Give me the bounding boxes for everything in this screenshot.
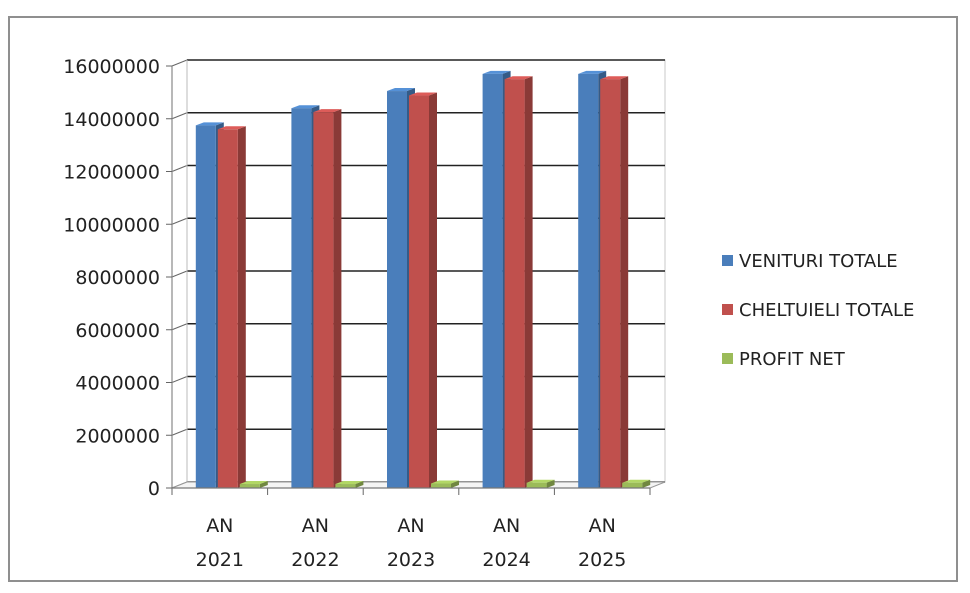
legend-swatch xyxy=(722,353,733,364)
bar xyxy=(600,79,621,488)
bar xyxy=(313,112,334,488)
bar xyxy=(387,91,407,489)
bar-side xyxy=(429,92,437,488)
bar-top xyxy=(239,481,268,485)
bar-top xyxy=(600,76,629,80)
legend-label: VENITURI TOTALE xyxy=(739,251,898,272)
bar xyxy=(409,95,429,488)
bar-top xyxy=(431,480,459,484)
gridline-side xyxy=(171,59,188,67)
bar-top xyxy=(409,92,437,96)
gridline-side xyxy=(171,217,188,225)
bar-top xyxy=(622,479,651,483)
x-tick-label: AN xyxy=(302,515,329,537)
gridline-side xyxy=(171,165,188,172)
legend-label: CHELTUIELI TOTALE xyxy=(739,300,914,321)
bar-top xyxy=(526,479,555,483)
legend-swatch xyxy=(722,304,733,315)
bar xyxy=(482,73,503,488)
y-tick-label: 4000000 xyxy=(75,373,160,395)
legend-label: PROFIT NET xyxy=(739,349,846,370)
x-tick-label: 2024 xyxy=(482,549,530,571)
bar-top xyxy=(217,126,246,130)
x-tick-label: 2022 xyxy=(291,549,339,571)
legend-swatch xyxy=(722,255,733,266)
x-tick-label: AN xyxy=(493,515,520,537)
gridline-side xyxy=(171,270,188,278)
gridline-side xyxy=(171,112,188,120)
y-tick-label: 16000000 xyxy=(63,56,160,78)
bar xyxy=(291,108,312,488)
x-tick-label: 2023 xyxy=(387,549,435,571)
bar-top xyxy=(195,122,224,126)
y-tick-label: 0 xyxy=(148,478,160,500)
gridline-side xyxy=(171,376,188,383)
bar-top xyxy=(313,109,342,113)
bar-top xyxy=(335,481,364,485)
bar-side xyxy=(237,126,246,489)
y-tick-label: 2000000 xyxy=(75,425,160,447)
bar-side xyxy=(524,76,533,488)
y-tick-label: 6000000 xyxy=(75,320,160,342)
bar-top xyxy=(387,88,415,92)
bar xyxy=(195,125,216,488)
y-tick-label: 10000000 xyxy=(63,214,160,236)
bar-side xyxy=(451,480,459,488)
bar-top xyxy=(504,76,533,80)
x-tick-label: AN xyxy=(589,515,616,537)
bar-side xyxy=(333,109,342,488)
bar xyxy=(578,73,599,488)
bar xyxy=(622,482,643,488)
bar xyxy=(504,79,525,488)
x-tick-label: 2021 xyxy=(196,549,244,571)
bar-top xyxy=(291,105,320,109)
bar xyxy=(431,483,451,488)
bar xyxy=(526,482,547,488)
x-tick-label: AN xyxy=(397,515,424,537)
x-tick-label: 2025 xyxy=(578,549,626,571)
bar-top xyxy=(578,70,607,74)
bar xyxy=(335,484,356,488)
bar-side xyxy=(546,479,555,488)
y-tick-label: 14000000 xyxy=(63,109,160,131)
bar xyxy=(217,129,238,489)
y-tick-label: 12000000 xyxy=(63,162,160,184)
x-tick-label: AN xyxy=(206,515,233,537)
bar xyxy=(239,484,260,488)
gridline-side xyxy=(171,428,188,436)
gridline-side xyxy=(171,323,188,331)
bar-side xyxy=(642,479,651,488)
bar-top xyxy=(482,70,511,74)
bar-side xyxy=(259,481,268,488)
bar-side xyxy=(355,481,364,488)
y-tick-label: 8000000 xyxy=(75,267,160,289)
bar-side xyxy=(620,76,629,488)
